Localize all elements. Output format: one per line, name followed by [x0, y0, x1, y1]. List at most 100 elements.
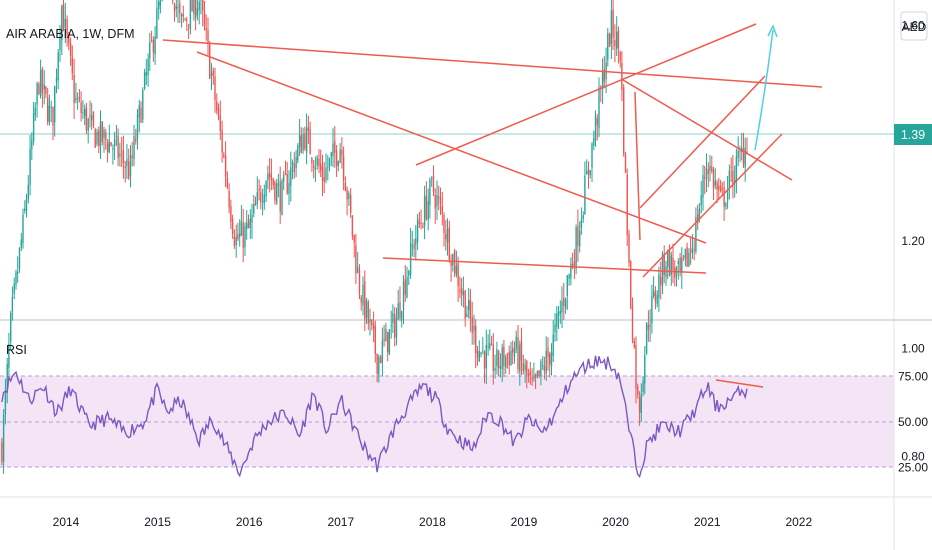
- candle: [80, 91, 82, 122]
- trendline-crash-leg[interactable]: [634, 91, 641, 241]
- candle: [482, 337, 484, 355]
- candle: [714, 168, 716, 190]
- candle: [17, 256, 19, 283]
- candle: [575, 224, 577, 275]
- projection-arrow[interactable]: [754, 29, 774, 151]
- candle: [598, 77, 600, 138]
- candle: [119, 142, 121, 167]
- candle: [209, 41, 211, 80]
- candle: [452, 253, 454, 272]
- candle: [10, 310, 12, 350]
- candle: [399, 286, 401, 322]
- candle: [175, 0, 177, 18]
- currency-label[interactable]: AED: [902, 20, 927, 34]
- candle: [52, 106, 54, 141]
- time-axis[interactable]: 2014 2015 2016 2017 2018 2019 2020 2021 2022: [53, 515, 813, 529]
- candle: [725, 201, 727, 210]
- candle: [128, 148, 130, 180]
- trendline-pivot-decline[interactable]: [622, 79, 793, 181]
- candle: [582, 211, 584, 224]
- candle: [697, 204, 699, 231]
- candle: [492, 333, 494, 385]
- price-tick-label: 1.20: [901, 234, 925, 248]
- candle: [1, 437, 3, 466]
- candle: [314, 156, 317, 182]
- trendline-ascending-channel-top[interactable]: [639, 75, 766, 209]
- candle: [36, 81, 38, 118]
- candle: [11, 286, 14, 321]
- candle: [434, 188, 436, 224]
- candle: [131, 141, 133, 167]
- trendline-drawings[interactable]: [162, 23, 823, 388]
- candle: [98, 126, 100, 154]
- candle: [230, 199, 232, 230]
- candle: [515, 330, 517, 353]
- candle: [547, 337, 549, 371]
- candle: [249, 209, 251, 240]
- symbol-title[interactable]: AIR ARABIA, 1W, DFM: [6, 27, 135, 41]
- candle: [263, 184, 265, 210]
- candle: [459, 276, 461, 299]
- price-axis[interactable]: 1.601.401.201.000.80: [901, 18, 925, 463]
- candle: [387, 331, 389, 362]
- candle: [286, 161, 288, 195]
- candle: [392, 304, 394, 334]
- candle: [342, 146, 345, 191]
- candle: [573, 248, 576, 280]
- candle: [300, 127, 302, 154]
- trendline-rsi-divergence[interactable]: [715, 379, 764, 388]
- candle: [427, 188, 429, 231]
- candle: [346, 186, 348, 216]
- price-tick-label: 1.00: [901, 342, 925, 356]
- candle: [543, 356, 546, 380]
- candle: [564, 297, 567, 314]
- candle: [457, 256, 459, 302]
- candle: [45, 86, 47, 98]
- candle: [78, 89, 81, 103]
- candle: [270, 158, 273, 191]
- candle: [580, 207, 583, 235]
- candle: [337, 160, 339, 172]
- candle: [207, 17, 209, 56]
- candle: [716, 179, 718, 203]
- candle: [394, 306, 396, 347]
- candle: [450, 254, 452, 282]
- candle: [566, 274, 568, 310]
- candle: [369, 308, 371, 336]
- trendline-upper-resistance[interactable]: [162, 39, 823, 88]
- candle: [614, 24, 616, 63]
- trendline-descending-channel-bottom[interactable]: [382, 257, 707, 274]
- candle: [584, 161, 586, 215]
- price-tick-label: 0.80: [901, 450, 925, 464]
- candle: [105, 129, 107, 150]
- candle: [448, 220, 450, 263]
- trendline-ascending-channel-bottom[interactable]: [642, 133, 783, 278]
- candle: [570, 257, 572, 286]
- candle: [357, 252, 359, 274]
- candle: [221, 120, 223, 163]
- rsi-pane-label[interactable]: RSI: [6, 343, 27, 357]
- candle: [258, 179, 260, 201]
- candle: [468, 287, 470, 319]
- candle: [684, 248, 687, 267]
- candle: [651, 284, 653, 334]
- candle: [307, 115, 310, 145]
- candle: [490, 335, 493, 346]
- candle: [460, 278, 463, 306]
- candle: [497, 350, 500, 376]
- candle: [327, 155, 329, 181]
- candle: [281, 178, 283, 216]
- rsi-axis[interactable]: 75.00 50.00 25.00: [898, 370, 928, 475]
- candle: [542, 356, 544, 370]
- candle: [147, 53, 149, 87]
- candle: [267, 165, 269, 189]
- trendline-descending-channel-top[interactable]: [196, 51, 707, 244]
- candle: [586, 159, 588, 175]
- candle: [441, 191, 443, 226]
- trendline-rising-support[interactable]: [415, 23, 757, 166]
- candle: [679, 252, 681, 277]
- candle: [210, 63, 213, 91]
- candle: [536, 370, 539, 379]
- candle: [31, 132, 33, 160]
